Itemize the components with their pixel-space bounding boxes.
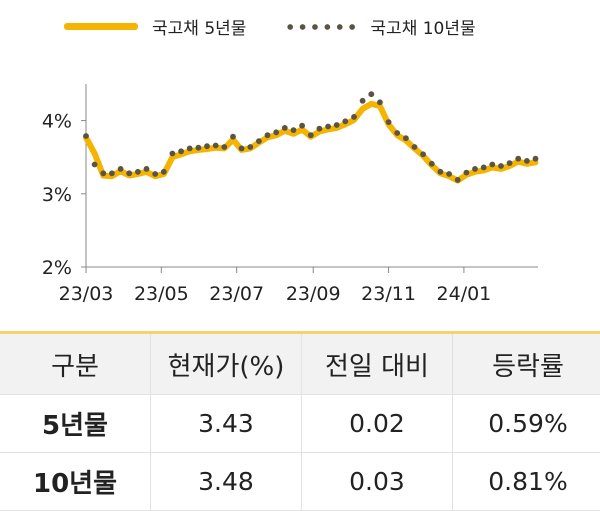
series-point-10y [342, 118, 349, 125]
table-header-cell: 전일 대비 [302, 334, 453, 394]
chart-legend: 국고채 5년물 국고채 10년물 [64, 14, 514, 39]
series-point-10y [109, 170, 115, 177]
table-cell: 0.03 [302, 453, 453, 510]
series-point-10y [290, 127, 297, 133]
yield-table: 구분 현재가(%) 전일 대비 등락률 5년물 3.43 0.02 0.59% … [0, 331, 600, 511]
series-point-10y [307, 132, 314, 139]
table-row: 10년물 3.48 0.03 0.81% [0, 453, 600, 511]
series-point-10y [333, 122, 340, 128]
series-point-10y [169, 150, 176, 157]
x-tick-label: 23/05 [134, 283, 189, 305]
series-point-10y [524, 158, 530, 164]
series-point-10y [178, 148, 185, 155]
series-point-10y [385, 119, 392, 125]
series-point-10y [264, 132, 271, 139]
series-point-10y [325, 123, 331, 130]
table-cell: 3.48 [151, 453, 302, 510]
series-point-10y [273, 129, 280, 136]
series-point-10y [515, 155, 522, 162]
series-line-5y [83, 100, 539, 184]
series-point-10y [143, 166, 150, 172]
legend-dot-swatch [284, 22, 359, 31]
series-point-10y [394, 130, 401, 136]
series-point-10y [532, 155, 539, 162]
series-point-10y [230, 133, 236, 140]
legend-item-10y: 국고채 10년물 [284, 14, 476, 39]
series-point-10y [420, 151, 426, 158]
legend-label-10y: 국고채 10년물 [370, 19, 476, 39]
series-point-10y [437, 168, 444, 175]
series-point-10y [472, 166, 478, 172]
series-point-10y [195, 144, 202, 151]
x-tick-label: 23/03 [59, 283, 114, 305]
series-point-10y [247, 144, 254, 150]
y-tick-label: 2% [42, 257, 72, 279]
y-tick-label: 3% [42, 184, 72, 206]
table-header-cell: 등락률 [492, 351, 564, 382]
table-cell-label: 10년물 [0, 453, 151, 510]
series-point-10y [428, 160, 435, 167]
series-point-10y [411, 144, 418, 150]
series-point-10y [100, 170, 107, 177]
series-point-10y [498, 163, 504, 169]
x-tick-label: 23/09 [286, 283, 341, 305]
chart-axes [81, 84, 538, 273]
series-point-10y [281, 125, 288, 131]
series-point-10y [506, 160, 513, 167]
series-point-10y [454, 177, 461, 183]
table-header-cell: 현재가(%) [151, 334, 302, 394]
series-point-10y [160, 168, 167, 175]
series-point-10y [256, 138, 262, 145]
table-header-cell: 구분 [0, 334, 151, 394]
legend-line-swatch [64, 23, 138, 30]
yield-line-chart: 2% 3% 4% 23/03 23/05 23/07 23/09 23/11 24/01 [42, 84, 539, 305]
series-point-10y [204, 143, 210, 150]
series-point-10y [91, 161, 98, 168]
legend-label-5y: 국고채 5년물 [152, 19, 247, 39]
series-point-10y [359, 97, 366, 104]
series-point-10y [83, 133, 89, 139]
chart-tick-labels: 2% 3% 4% 23/03 23/05 23/07 23/09 23/11 24/01 [42, 111, 491, 305]
series-point-10y [117, 166, 124, 172]
y-tick-label: 4% [42, 111, 72, 133]
series-point-10y [221, 144, 228, 150]
series-point-10y [377, 99, 383, 106]
series-point-10y [489, 161, 496, 168]
x-tick-label: 23/07 [209, 283, 264, 305]
table-row: 5년물 3.43 0.02 0.59% [0, 395, 600, 453]
table-cell: 3.43 [151, 395, 302, 452]
series-point-10y [135, 168, 141, 175]
series-point-10y [299, 122, 305, 129]
series-point-10y [351, 114, 357, 120]
series-point-10y [446, 171, 452, 177]
x-tick-label: 23/11 [361, 283, 416, 305]
series-point-10y [186, 145, 193, 152]
series-point-10y [212, 142, 219, 149]
x-tick-label: 24/01 [437, 283, 492, 305]
series-point-10y [403, 135, 409, 142]
series-point-10y [238, 145, 245, 152]
table-cell: 0.59% [488, 409, 568, 438]
table-header-row: 구분 현재가(%) 전일 대비 등락률 [0, 334, 600, 395]
series-point-10y [126, 170, 133, 177]
table-cell-label: 5년물 [0, 395, 151, 452]
series-point-10y [463, 169, 470, 176]
series-point-10y [152, 171, 159, 177]
legend-item-5y: 국고채 5년물 [64, 14, 246, 39]
series-point-10y [316, 125, 323, 132]
table-cell: 0.81% [488, 467, 568, 496]
series-point-10y [368, 91, 375, 98]
chart-series [83, 91, 539, 184]
table-cell: 0.02 [302, 395, 453, 452]
series-point-10y [480, 164, 487, 171]
